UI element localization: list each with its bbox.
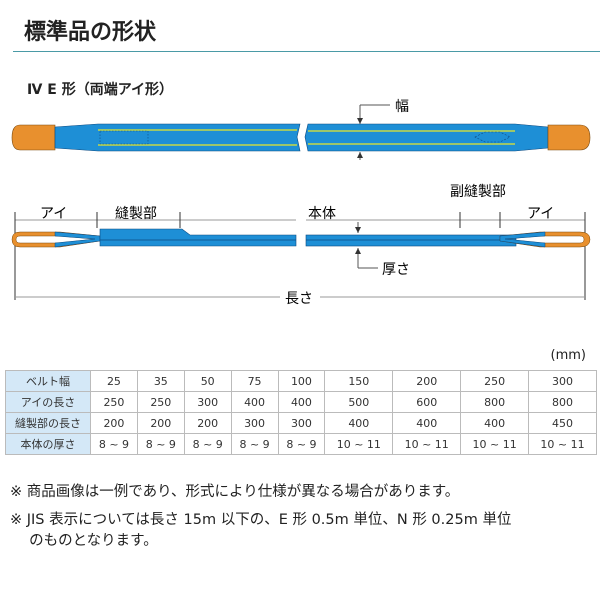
- table-cell: 200: [183, 412, 232, 434]
- row-header: ベルト幅: [5, 370, 91, 392]
- table-cell: 200: [90, 412, 138, 434]
- table-cell: 400: [460, 412, 530, 434]
- table-cell: 250: [460, 370, 530, 392]
- thickness-label: 厚さ: [382, 262, 410, 278]
- table-cell: 600: [392, 391, 462, 413]
- eye-right-label: アイ: [527, 206, 554, 222]
- row-header: 本体の厚さ: [5, 433, 91, 455]
- page-title: 標準品の形状: [24, 20, 157, 45]
- note-1: ※ 商品画像は一例であり、形式により仕様が異なる場合があります。: [10, 484, 460, 500]
- body-label: 本体: [308, 206, 336, 222]
- table-row: ベルト幅 25 35 50 75 100 150 200 250 300: [5, 370, 597, 392]
- table-cell: 10 ~ 11: [460, 433, 530, 455]
- table-cell: 8 ~ 9: [230, 433, 279, 455]
- table-row: 縫製部の長さ 200 200 200 300 300 400 400 400 450: [5, 412, 597, 434]
- table-cell: 8 ~ 9: [90, 433, 138, 455]
- belt-top-view: [11, 104, 591, 160]
- table-cell: 300: [277, 412, 326, 434]
- table-cell: 800: [460, 391, 530, 413]
- table-cell: 35: [136, 370, 185, 392]
- row-header: アイの長さ: [5, 391, 91, 413]
- table-cell: 200: [392, 370, 462, 392]
- table-cell: 8 ~ 9: [183, 433, 232, 455]
- table-cell: 300: [183, 391, 232, 413]
- belt-side-view: [11, 212, 591, 300]
- title-divider: [13, 51, 600, 52]
- table-cell: 500: [324, 391, 394, 413]
- table-cell: 250: [136, 391, 185, 413]
- table-cell: 400: [277, 391, 326, 413]
- spec-table: ベルト幅 25 35 50 75 100 150 200 250 300 アイの長さ 250 250 30…: [5, 370, 597, 455]
- note-2: ※ JIS 表示については長さ 15m 以下の、E 形 0.5m 単位、N 形 …: [10, 512, 512, 528]
- section-subtitle: Ⅳ E 形（両端アイ形）: [27, 82, 173, 98]
- table-cell: 150: [324, 370, 394, 392]
- sling-diagram: 幅 アイ 縫製部 本体 副縫製部 アイ 厚さ 長さ: [11, 99, 591, 307]
- table-cell: 50: [183, 370, 232, 392]
- eye-right-top: [547, 124, 591, 151]
- table-cell: 25: [90, 370, 138, 392]
- table-cell: 100: [277, 370, 326, 392]
- table-cell: 10 ~ 11: [528, 433, 597, 455]
- table-cell: 250: [90, 391, 138, 413]
- table-cell: 75: [230, 370, 279, 392]
- table-cell: 300: [528, 370, 597, 392]
- eye-left-label: アイ: [40, 206, 67, 222]
- sewn-label: 縫製部: [115, 206, 157, 222]
- table-cell: 400: [324, 412, 394, 434]
- table-cell: 400: [230, 391, 279, 413]
- table-cell: 8 ~ 9: [136, 433, 185, 455]
- table-cell: 10 ~ 11: [392, 433, 462, 455]
- unit-label: (mm): [550, 348, 586, 363]
- table-row: アイの長さ 250 250 300 400 400 500 600 800 800: [5, 391, 597, 413]
- row-header: 縫製部の長さ: [5, 412, 91, 434]
- width-label: 幅: [395, 99, 409, 115]
- table-cell: 300: [230, 412, 279, 434]
- table-cell: 800: [528, 391, 597, 413]
- table-cell: 200: [136, 412, 185, 434]
- note-3: のものとなります。: [10, 533, 158, 549]
- table-cell: 450: [528, 412, 597, 434]
- table-cell: 8 ~ 9: [277, 433, 326, 455]
- eye-left-top: [11, 124, 56, 151]
- table-cell: 400: [392, 412, 462, 434]
- sub-sewn-label: 副縫製部: [450, 184, 506, 200]
- length-label: 長さ: [285, 291, 313, 307]
- table-cell: 10 ~ 11: [324, 433, 394, 455]
